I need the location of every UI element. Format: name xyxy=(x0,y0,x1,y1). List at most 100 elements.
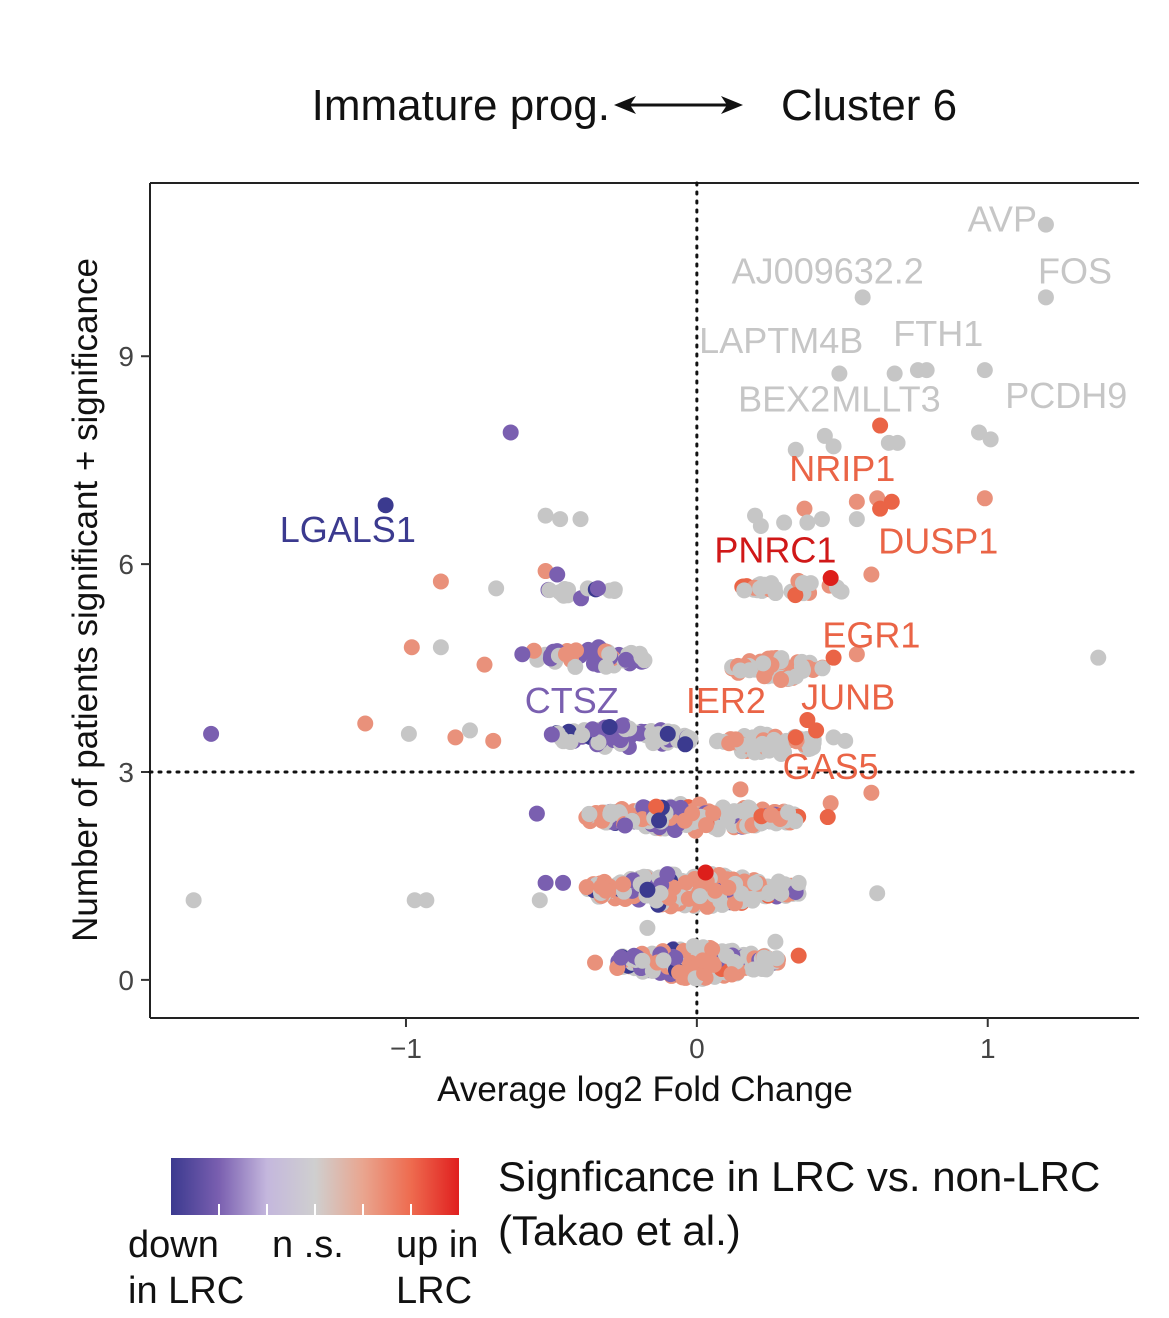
gene-label: GAS5 xyxy=(783,746,879,787)
color-legend-ticks xyxy=(218,1204,412,1215)
data-point xyxy=(694,952,711,969)
data-point xyxy=(733,802,750,819)
gene-label: MLLT3 xyxy=(831,379,940,420)
legend-title-line2: (Takao et al.) xyxy=(498,1207,741,1254)
data-point xyxy=(485,732,502,749)
data-point xyxy=(418,892,435,909)
data-point xyxy=(747,507,764,524)
data-point xyxy=(593,878,610,895)
data-point xyxy=(541,582,558,599)
data-point xyxy=(761,884,778,901)
data-point xyxy=(602,806,619,823)
data-point xyxy=(461,722,478,739)
data-point xyxy=(787,587,804,604)
gene-label: PCDH9 xyxy=(1005,375,1127,416)
data-point xyxy=(799,712,816,729)
data-point xyxy=(732,781,749,798)
data-point xyxy=(854,289,871,306)
data-point xyxy=(831,365,848,382)
data-point xyxy=(601,718,618,735)
data-point xyxy=(655,952,672,969)
data-point xyxy=(612,949,629,966)
data-point xyxy=(863,784,880,801)
data-point xyxy=(587,954,604,971)
data-point xyxy=(848,493,865,510)
data-point xyxy=(872,500,889,517)
y-axis-label: Number of patients significant + signifi… xyxy=(66,258,105,942)
data-point xyxy=(574,727,591,744)
x-tick-label: −1 xyxy=(390,1033,422,1064)
gene-label: EGR1 xyxy=(822,614,920,655)
data-point xyxy=(752,580,769,597)
data-point xyxy=(767,585,784,602)
data-point xyxy=(787,441,804,458)
data-point xyxy=(830,582,847,599)
header-left-label: Immature prog. xyxy=(312,81,610,130)
data-point xyxy=(1037,289,1054,306)
gene-label: AJ009632.2 xyxy=(732,250,924,291)
data-point xyxy=(557,646,574,663)
axis-ticks: −1 0 1 0 3 6 9 xyxy=(118,341,995,1064)
data-point xyxy=(684,805,701,822)
data-point xyxy=(615,876,632,893)
data-point xyxy=(447,729,464,746)
x-tick-label: 0 xyxy=(689,1033,705,1064)
data-point xyxy=(357,715,374,732)
data-point xyxy=(677,736,694,753)
data-point xyxy=(736,582,753,599)
y-tick-label: 0 xyxy=(118,965,134,996)
data-point xyxy=(639,919,656,936)
data-point xyxy=(718,947,735,964)
data-point xyxy=(813,511,830,528)
data-point xyxy=(747,875,764,892)
data-point xyxy=(848,511,865,528)
data-point xyxy=(203,725,220,742)
data-point xyxy=(790,874,807,891)
data-point xyxy=(767,933,784,950)
data-point xyxy=(617,651,634,668)
plot-frame xyxy=(149,182,1139,1019)
data-point xyxy=(528,805,545,822)
data-point xyxy=(537,874,554,891)
data-point xyxy=(704,941,721,958)
data-point xyxy=(773,671,790,688)
data-point xyxy=(652,885,669,902)
data-point xyxy=(552,511,569,528)
data-point xyxy=(698,817,715,834)
data-point xyxy=(755,655,772,672)
data-point xyxy=(554,586,571,603)
data-point xyxy=(765,731,782,748)
data-point xyxy=(787,729,804,746)
gene-label: LAPTM4B xyxy=(699,320,863,361)
data-point xyxy=(971,424,988,441)
data-point xyxy=(802,740,819,757)
data-point xyxy=(671,964,688,981)
data-point xyxy=(794,575,811,592)
data-point xyxy=(848,646,865,663)
data-point xyxy=(616,817,633,834)
gene-label: AVP xyxy=(968,199,1037,240)
data-point xyxy=(651,812,668,829)
double-arrow-icon xyxy=(614,96,743,114)
data-point xyxy=(727,731,744,748)
gene-label: BEX2 xyxy=(738,379,830,420)
legend-label-down-line2: in LRC xyxy=(128,1270,245,1312)
data-point xyxy=(976,490,993,507)
data-point xyxy=(514,646,531,663)
data-point xyxy=(590,734,607,751)
gene-label: NRIP1 xyxy=(789,448,895,489)
data-point xyxy=(790,947,807,964)
data-point xyxy=(432,573,449,590)
data-point xyxy=(185,892,202,909)
legend-title: Signficance in LRC vs. non-LRC (Takao et… xyxy=(498,1150,1100,1258)
data-point xyxy=(537,507,554,524)
x-axis-label: Average log2 Fold Change xyxy=(437,1070,853,1109)
gene-label: JUNB xyxy=(801,677,895,718)
data-point xyxy=(780,804,797,821)
legend-label-up: up in LRC xyxy=(396,1222,478,1314)
data-point xyxy=(732,662,749,679)
data-point xyxy=(723,966,740,983)
data-point xyxy=(799,514,816,531)
legend-label-ns: n .s. xyxy=(272,1222,344,1268)
gene-label: FTH1 xyxy=(893,313,983,354)
